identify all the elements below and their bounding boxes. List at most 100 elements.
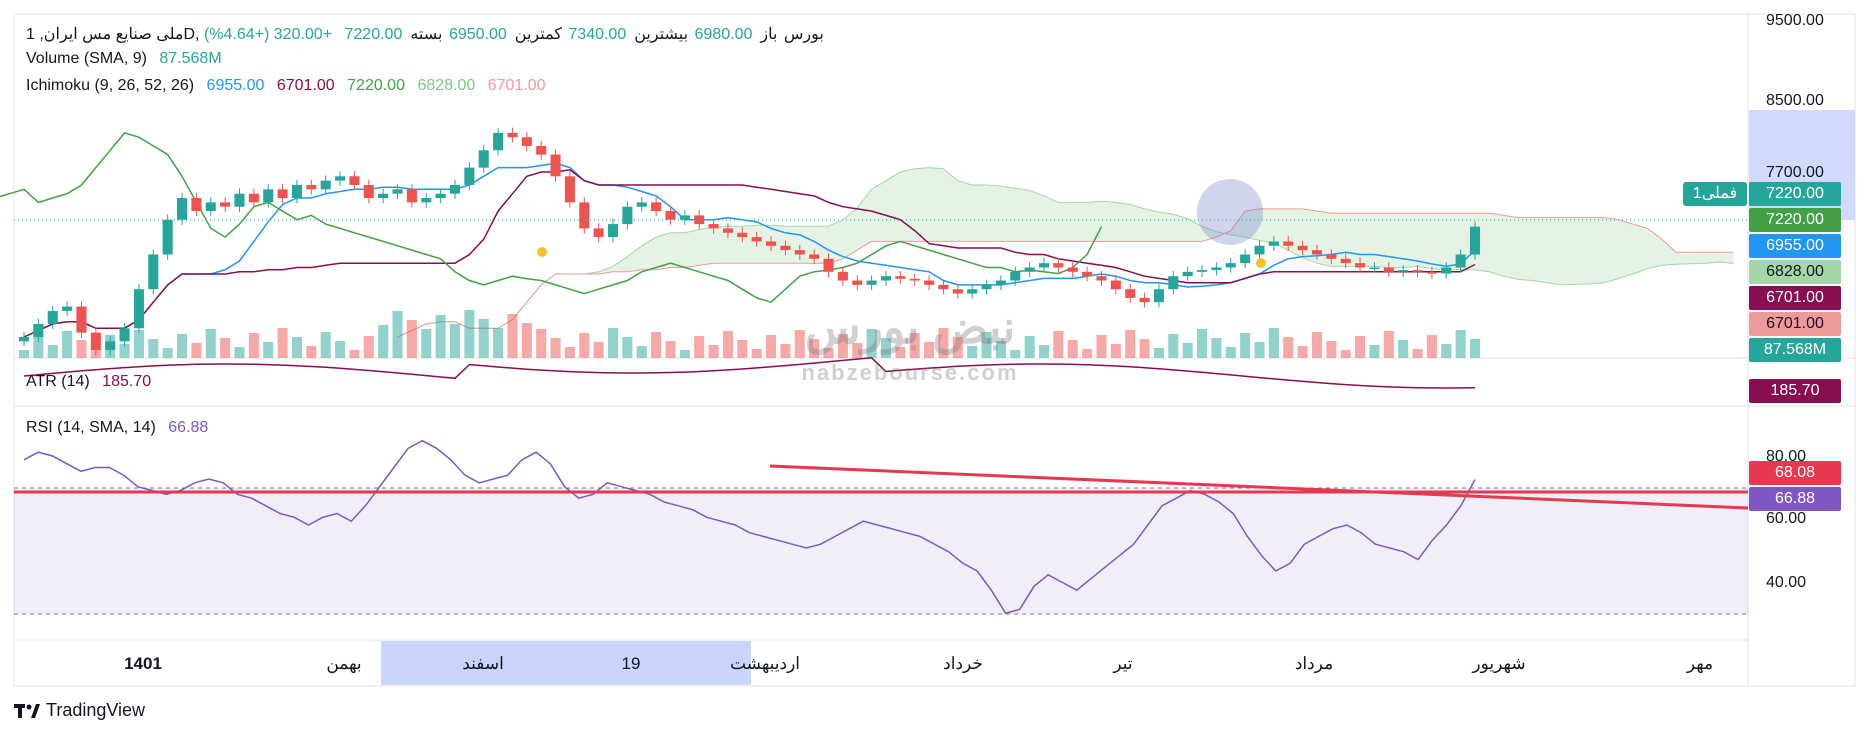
candle-body: [722, 228, 733, 233]
volume-bar: [909, 333, 920, 358]
candle-body: [766, 241, 777, 246]
volume-bar: [1441, 344, 1452, 358]
volume-bar: [62, 331, 73, 358]
candle-body: [1010, 271, 1021, 281]
ohlc-low-value: 6950.00: [448, 26, 507, 43]
candle-body: [18, 336, 30, 342]
volume-bar: [722, 331, 733, 358]
candle-body: [564, 176, 575, 203]
volume-bar: [449, 324, 461, 358]
candle-body: [464, 167, 475, 185]
candle-body: [205, 202, 216, 212]
price-axis-label: 8500.00: [1766, 92, 1824, 109]
candle-body: [277, 189, 288, 199]
candle-body: [1024, 267, 1035, 272]
volume-bar: [579, 333, 590, 358]
volume-bar: [1268, 328, 1279, 358]
volume-bar: [464, 310, 475, 358]
candle-body: [1182, 271, 1193, 277]
candle-body: [823, 258, 834, 272]
ichimoku-cloud: [397, 167, 1734, 338]
candle-body: [1067, 267, 1078, 272]
rsi-tag: 66.88: [1749, 487, 1841, 511]
time-axis-label: مرداد: [1294, 654, 1334, 673]
senkou-b-tag: 6701.00: [1749, 312, 1841, 336]
symbol-name: ملی صنایع مس ایران, 1D, بورس: [26, 26, 824, 43]
candle-body: [248, 193, 259, 203]
candle-body: [837, 271, 848, 281]
volume-bar: [1311, 332, 1322, 358]
volume-bar: [593, 342, 604, 358]
candle-body: [780, 245, 791, 251]
time-axis-label: اردیبهشت: [729, 654, 801, 673]
volume-bar: [1082, 349, 1093, 358]
candle-body: [521, 137, 532, 146]
candle-body: [895, 276, 906, 279]
volume-legend: Volume (SMA, 9) 87.568M: [26, 50, 230, 68]
candle-body: [1225, 263, 1236, 268]
time-axis-label: شهریور: [1472, 654, 1526, 673]
candle-body: [1383, 267, 1394, 272]
volume-bar: [1340, 350, 1351, 358]
candle-body: [335, 176, 346, 181]
highlight-circle: [1197, 179, 1263, 245]
volume-bar: [895, 347, 906, 358]
candle-body: [1469, 226, 1481, 255]
tenkan-tag: 6955.00: [1749, 234, 1841, 258]
volume-bar: [1038, 345, 1050, 358]
kijun-tag: 6701.00: [1749, 286, 1841, 310]
candle-body: [1455, 254, 1466, 268]
candle-body: [435, 193, 446, 199]
marker-dot-1: [537, 247, 547, 257]
rsi-title: RSI (14, SMA, 14): [26, 419, 156, 436]
volume-bar: [679, 350, 690, 358]
volume-bar: [277, 328, 288, 358]
ohlc-open-label: باز: [760, 26, 778, 43]
volume-bar: [1110, 344, 1121, 358]
tradingview-brand[interactable]: TradingView: [14, 700, 145, 721]
candle-body: [1311, 250, 1322, 255]
volume-bar: [866, 329, 877, 358]
volume-bar: [493, 328, 504, 358]
senkou-a-tag: 6828.00: [1749, 260, 1841, 284]
candle-body: [1398, 270, 1409, 272]
rsi-axis-label: 80.00: [1766, 448, 1807, 465]
volume-bar: [234, 347, 245, 358]
volume-bar: [780, 344, 791, 358]
time-axis-label: اسفند: [462, 654, 504, 673]
brand-name: TradingView: [46, 700, 146, 720]
candle-body: [1110, 280, 1121, 290]
ichimoku-senkou-b: 6701.00: [487, 77, 546, 94]
candle-body: [1268, 241, 1279, 246]
candle-body: [952, 289, 963, 294]
candle-body: [507, 132, 518, 138]
ichimoku-title: Ichimoku (9, 26, 52, 26): [26, 77, 195, 94]
rsi-value: 66.88: [168, 419, 209, 436]
volume-bar: [1053, 331, 1064, 358]
volume-bar: [564, 347, 575, 358]
candle-body: [449, 185, 461, 194]
volume-bar: [952, 337, 963, 358]
candle-body: [1369, 267, 1380, 269]
volume-bar: [363, 336, 374, 358]
candle-body: [995, 280, 1006, 285]
ichimoku-tenkan: 6955.00: [206, 77, 265, 94]
candle-body: [1053, 263, 1064, 268]
volume-bar: [636, 346, 647, 358]
candle-body: [852, 280, 863, 285]
rsi-trend-line[interactable]: [769, 464, 1749, 510]
candle-body: [1139, 297, 1150, 303]
volume-bar: [708, 345, 719, 358]
rsi-line: [23, 439, 1476, 615]
candle-body: [263, 189, 274, 203]
candle-body: [665, 211, 676, 220]
candle-body: [478, 150, 489, 168]
candle-body: [378, 193, 389, 199]
volume-bar: [737, 340, 748, 358]
candle-body: [607, 224, 619, 238]
volume-bar: [349, 350, 360, 358]
candle-body: [651, 202, 662, 212]
volume-bar: [263, 342, 274, 358]
volume-bar: [550, 338, 561, 358]
